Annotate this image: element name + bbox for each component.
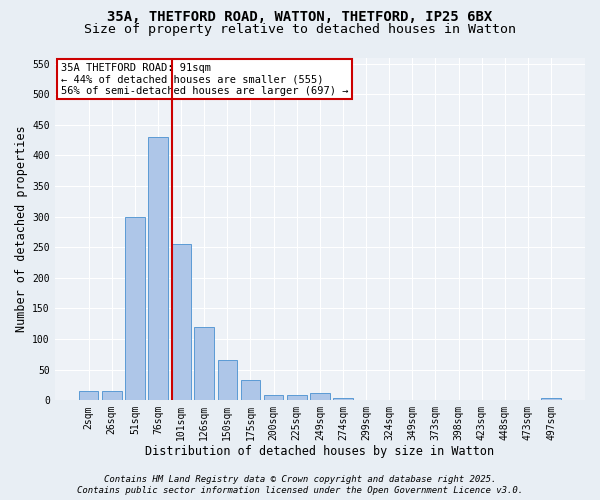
Bar xyxy=(125,216,145,400)
Bar xyxy=(194,327,214,400)
Bar xyxy=(264,396,283,400)
Text: 35A, THETFORD ROAD, WATTON, THETFORD, IP25 6BX: 35A, THETFORD ROAD, WATTON, THETFORD, IP… xyxy=(107,10,493,24)
Bar xyxy=(218,360,237,400)
Text: Size of property relative to detached houses in Watton: Size of property relative to detached ho… xyxy=(84,22,516,36)
Bar xyxy=(148,137,168,400)
Bar xyxy=(79,391,98,400)
X-axis label: Distribution of detached houses by size in Watton: Distribution of detached houses by size … xyxy=(145,444,494,458)
Text: Contains public sector information licensed under the Open Government Licence v3: Contains public sector information licen… xyxy=(77,486,523,495)
Bar xyxy=(102,391,122,400)
Bar xyxy=(541,398,561,400)
Bar xyxy=(287,396,307,400)
Text: Contains HM Land Registry data © Crown copyright and database right 2025.: Contains HM Land Registry data © Crown c… xyxy=(104,475,496,484)
Bar xyxy=(171,244,191,400)
Text: 35A THETFORD ROAD: 91sqm
← 44% of detached houses are smaller (555)
56% of semi-: 35A THETFORD ROAD: 91sqm ← 44% of detach… xyxy=(61,62,349,96)
Bar xyxy=(333,398,353,400)
Bar xyxy=(241,380,260,400)
Bar xyxy=(310,393,329,400)
Y-axis label: Number of detached properties: Number of detached properties xyxy=(15,126,28,332)
